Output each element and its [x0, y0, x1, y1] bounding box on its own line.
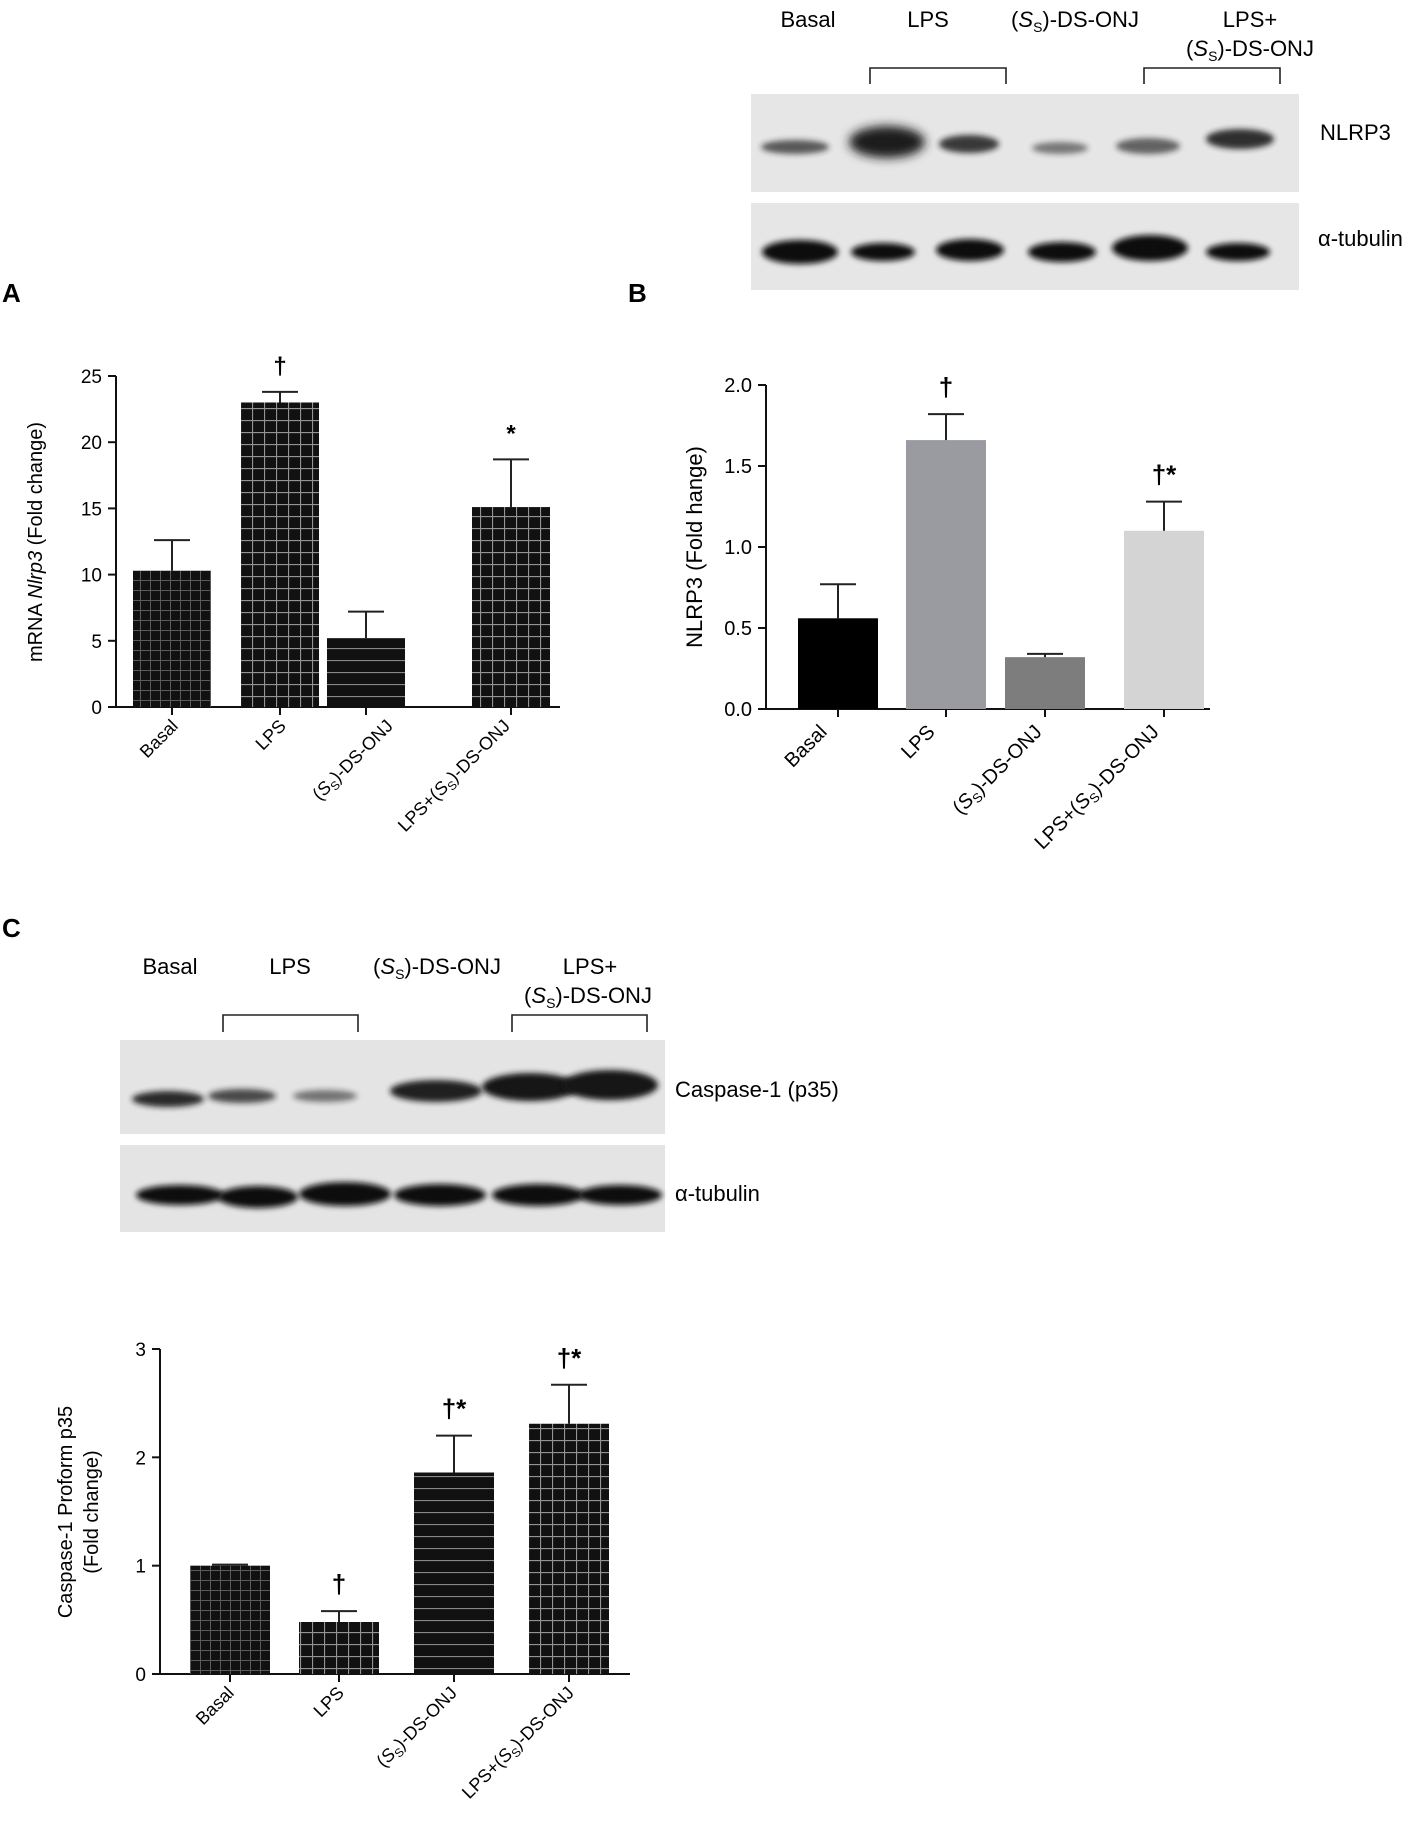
- lane-label-basal: Basal: [780, 7, 835, 32]
- chart-c-annotation-ss-ds-onj: †*: [442, 1394, 467, 1424]
- row-label-tubulin-top: α-tubulin: [1318, 226, 1403, 251]
- chart-b-xlabel-basal: Basal: [781, 721, 832, 772]
- chart-c-ytick-label: 0: [135, 1665, 146, 1686]
- blot-strip-tubulin-top: [751, 203, 1299, 290]
- chart-c-bar-basal: [190, 1565, 270, 1674]
- chart-a-annotation-lps-plus-ss: *: [506, 420, 516, 447]
- c-lane-label-lps-plus: LPS+: [563, 954, 617, 979]
- row-label-nlrp3: NLRP3: [1320, 120, 1391, 145]
- chart-b-ytick-label: 1.0: [724, 537, 752, 559]
- c-lane-label-basal: Basal: [142, 954, 197, 979]
- chart-c-xlabels: Basal LPS (SS)-DS-ONJ LPS+(SS)-DS-ONJ: [192, 1683, 580, 1805]
- chart-a-ticks: 0 5 10 15 20 25: [81, 367, 512, 719]
- chart-a-ytick-label: 5: [91, 632, 102, 653]
- chart-b-bar-lps: [906, 440, 986, 709]
- chart-b-xlabel-ss: (SS)-DS-ONJ: [949, 721, 1048, 820]
- c-lane-label-lps-plus-ss: (SS)-DS-ONJ: [524, 983, 652, 1011]
- chart-c: 0 1 2 3 † †* †* Caspase-1 Proform p35 (Fold c…: [55, 1340, 630, 1805]
- panel-label-c: C: [2, 913, 21, 943]
- chart-a-xlabels: Basal LPS (SS)-DS-ONJ LPS+(SS)-DS-ONJ: [136, 716, 516, 838]
- chart-a-xlabel-ss: (SS)-DS-ONJ: [308, 716, 399, 807]
- chart-b-ytick-label: 0.5: [724, 618, 752, 640]
- chart-a-ytick-label: 20: [81, 433, 102, 454]
- chart-a-bar-lps: [241, 402, 319, 707]
- chart-b-bar-lps-plus-ss: [1124, 530, 1204, 709]
- chart-b-bar-basal: [798, 618, 878, 709]
- chart-a-ytick-label: 25: [81, 367, 102, 388]
- lane-label-lps-plus: LPS+: [1223, 7, 1277, 32]
- bands-tubulin-top: [762, 235, 1270, 264]
- chart-a-ytick-label: 10: [81, 566, 102, 587]
- chart-b-ylabel: NLRP3 (Fold hange): [682, 446, 707, 648]
- blot-strip-nlrp3: [751, 94, 1299, 192]
- chart-c-xlabel-ss: (SS)-DS-ONJ: [372, 1683, 463, 1774]
- chart-b-ytick-label: 2.0: [724, 375, 752, 397]
- chart-b-ytick-label: 0.0: [724, 699, 752, 721]
- chart-b-annotation-lps-plus-ss: †*: [1152, 460, 1177, 490]
- chart-b-xlabel-lps-ss: LPS+(SS)-DS-ONJ: [1031, 721, 1165, 855]
- chart-c-bar-ss-ds-onj: [414, 1472, 494, 1674]
- chart-a-annotation-lps: †: [273, 353, 286, 380]
- chart-c-xlabel-lps: LPS: [310, 1683, 348, 1721]
- chart-a-bar-ss-ds-onj: [327, 638, 405, 707]
- bands-nlrp3: [761, 126, 1274, 158]
- c-lps-bracket: [222, 1014, 359, 1032]
- lps-bracket: [869, 67, 1007, 84]
- blot-c: Basal LPS (SS)-DS-ONJ LPS+ (SS)-DS-ONJ C…: [120, 954, 839, 1232]
- lane-label-ss-ds-onj: (SS)-DS-ONJ: [1011, 7, 1139, 35]
- chart-a-xlabel-lps: LPS: [252, 716, 290, 754]
- lane-label-lps: LPS: [907, 7, 949, 32]
- chart-c-ticks: 0 1 2 3: [135, 1340, 570, 1686]
- row-label-tubulin-c: α-tubulin: [675, 1181, 760, 1206]
- chart-b-xlabel-lps: LPS: [897, 721, 939, 763]
- chart-c-annotation-lps: †: [332, 1569, 346, 1599]
- chart-a-bar-lps-plus-ss: [472, 507, 550, 707]
- chart-c-bar-lps-plus-ss: [529, 1423, 609, 1674]
- chart-c-ylabel-line2: (Fold change): [81, 1450, 103, 1573]
- chart-c-annotation-lps-plus-ss: †*: [557, 1343, 582, 1373]
- chart-c-ytick-label: 1: [135, 1557, 146, 1578]
- chart-b: 0.0 0.5 1.0 1.5 2.0 † †* NLRP3 (Fold hange) B…: [682, 372, 1210, 855]
- c-lane-label-ss-ds-onj: (SS)-DS-ONJ: [373, 954, 501, 982]
- lps-plus-bracket: [1143, 67, 1281, 84]
- chart-b-bars: † †*: [798, 372, 1204, 709]
- chart-a-ytick-label: 15: [81, 499, 102, 520]
- chart-b-ytick-label: 1.5: [724, 456, 752, 478]
- chart-a-bar-basal: [133, 570, 211, 707]
- chart-a-xlabel-lps-ss: LPS+(SS)-DS-ONJ: [394, 716, 516, 838]
- chart-a-bars: †*: [133, 353, 550, 707]
- lane-label-lps-plus-ss: (SS)-DS-ONJ: [1186, 36, 1314, 64]
- chart-c-xlabel-lps-ss: LPS+(SS)-DS-ONJ: [458, 1683, 580, 1805]
- chart-a-ytick-label: 0: [91, 698, 102, 719]
- chart-b-annotation-lps: †: [939, 372, 953, 402]
- blot-top: Basal LPS (SS)-DS-ONJ LPS+ (SS)-DS-ONJ N…: [751, 7, 1403, 290]
- c-lane-label-lps: LPS: [269, 954, 311, 979]
- row-label-caspase: Caspase-1 (p35): [675, 1077, 839, 1102]
- chart-b-xlabels: Basal LPS (SS)-DS-ONJ LPS+(SS)-DS-ONJ: [781, 721, 1165, 855]
- chart-b-ticks: 0.0 0.5 1.0 1.5 2.0: [724, 375, 1165, 721]
- chart-c-bars: † †* †*: [190, 1343, 609, 1674]
- chart-c-ytick-label: 3: [135, 1340, 146, 1361]
- bands-tubulin-c: [136, 1182, 662, 1208]
- chart-c-bar-lps: [299, 1622, 379, 1674]
- chart-c-ylabel: Caspase-1 Proform p35: [55, 1406, 77, 1618]
- chart-a-xlabel-basal: Basal: [136, 716, 182, 762]
- panel-label-a: A: [2, 278, 21, 308]
- chart-a-ylabel: mRNA Nlrp3 (Fold change): [25, 422, 47, 662]
- bands-caspase: [132, 1070, 658, 1107]
- chart-c-xlabel-basal: Basal: [192, 1683, 238, 1729]
- chart-b-bar-ss-ds-onj: [1005, 657, 1085, 709]
- chart-c-ytick-label: 2: [135, 1448, 146, 1469]
- panel-label-b: B: [628, 278, 647, 308]
- c-lps-plus-bracket: [511, 1014, 648, 1032]
